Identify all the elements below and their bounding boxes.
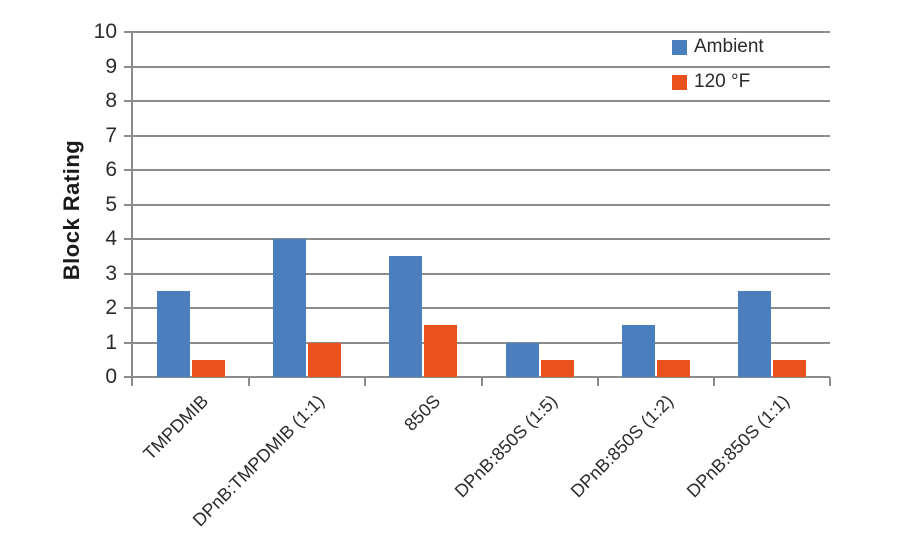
- bar-120-f: [772, 359, 806, 377]
- gridline: [133, 134, 830, 137]
- x-tick: [131, 377, 133, 386]
- bar-120-f: [424, 325, 458, 377]
- y-tick-label: 1: [105, 330, 117, 354]
- legend-swatch-icon: [672, 74, 687, 90]
- x-axis-label: DPnB:TMPDMIB (1:1): [189, 391, 329, 531]
- bar-ambient: [505, 342, 539, 377]
- bar-120-f: [192, 359, 226, 377]
- bar-ambient: [157, 290, 191, 377]
- bar-ambient: [621, 325, 655, 377]
- y-tick: [124, 307, 133, 309]
- gridline: [133, 169, 830, 171]
- y-tick-label: 6: [105, 158, 117, 181]
- y-tick-label: 0: [105, 365, 117, 388]
- gridline: [133, 238, 830, 240]
- y-tick-label: 5: [105, 192, 117, 216]
- gridline: [133, 100, 830, 102]
- gridline: [133, 272, 830, 275]
- gridline: [133, 341, 830, 344]
- bar-120-f: [308, 342, 342, 377]
- legend-item: 120 °F: [672, 71, 764, 93]
- y-tick: [124, 376, 133, 378]
- legend-item: Ambient: [672, 36, 764, 58]
- legend: Ambient 120 °F: [672, 36, 764, 93]
- x-axis-label: 850S: [400, 391, 445, 435]
- x-axis-label: DPnB:850S (1:1): [682, 391, 794, 502]
- y-tick: [124, 31, 133, 33]
- gridline: [133, 31, 830, 33]
- y-tick-label: 7: [105, 123, 117, 147]
- y-tick: [124, 203, 133, 206]
- y-tick: [124, 341, 133, 344]
- x-tick: [248, 377, 251, 386]
- y-tick: [124, 65, 133, 68]
- gridline: [133, 65, 830, 68]
- y-tick-label: 10: [93, 20, 117, 43]
- x-tick: [712, 377, 715, 386]
- bar-ambient: [737, 290, 771, 377]
- y-tick: [124, 238, 133, 240]
- legend-label: 120 °F: [694, 71, 751, 92]
- legend-label: Ambient: [694, 36, 764, 57]
- x-tick: [364, 377, 367, 386]
- x-axis-label: DPnB:850S (1:2): [566, 391, 677, 502]
- bar-120-f: [656, 359, 690, 377]
- y-tick-label: 8: [105, 89, 117, 112]
- y-tick-label: 2: [105, 296, 117, 319]
- bar-ambient: [273, 239, 307, 377]
- bar-120-f: [540, 359, 574, 377]
- x-axis-label: DPnB:850S (1:5): [450, 391, 561, 502]
- x-tick: [480, 377, 483, 386]
- x-tick: [596, 377, 599, 386]
- bar-ambient: [389, 256, 423, 377]
- y-tick: [124, 100, 133, 102]
- gridline: [133, 203, 830, 206]
- x-axis-label: TMPDMIB: [139, 391, 213, 464]
- y-tick: [124, 272, 133, 275]
- y-tick-label: 4: [105, 227, 117, 250]
- y-axis-line: [131, 32, 133, 378]
- y-tick-label: 3: [105, 261, 117, 285]
- y-tick: [124, 134, 133, 137]
- x-tick: [829, 377, 831, 386]
- legend-swatch-icon: [672, 39, 687, 55]
- gridline: [133, 307, 830, 309]
- y-tick-label: 9: [105, 54, 117, 78]
- y-tick: [124, 169, 133, 171]
